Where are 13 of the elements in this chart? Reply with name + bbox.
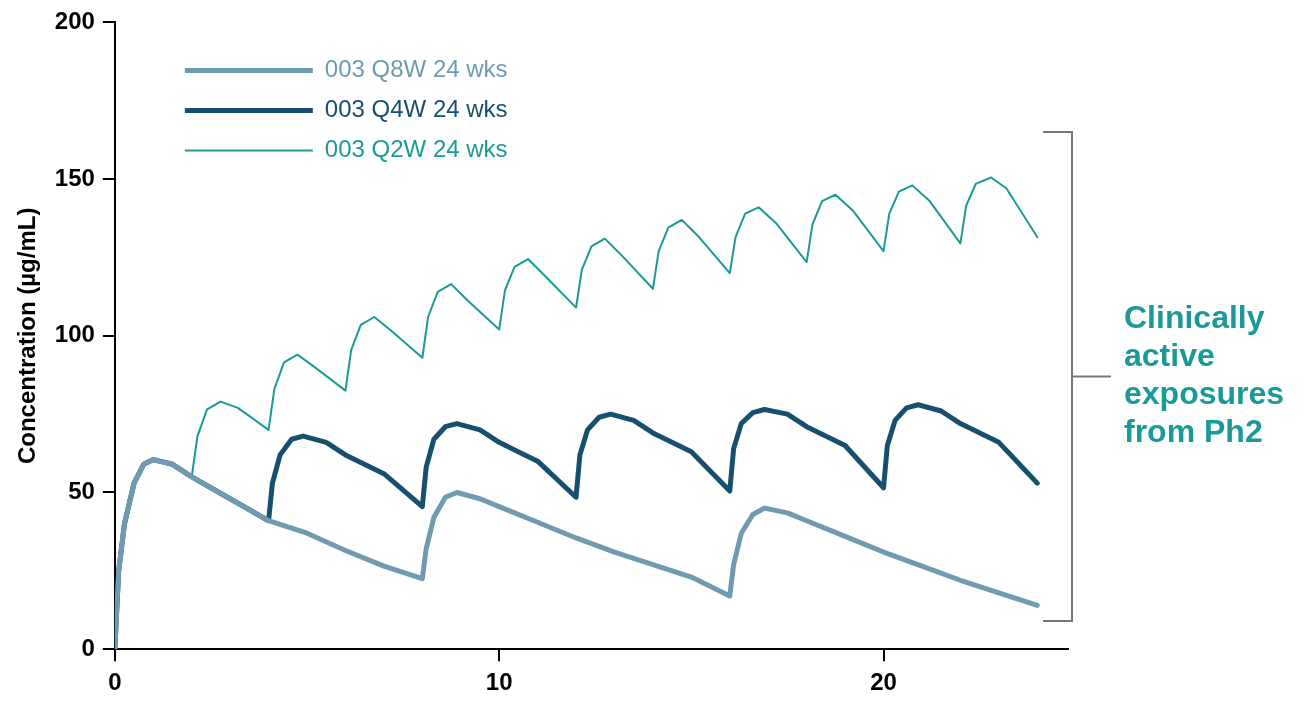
text: Clinically active exposures from Ph2 [1124,299,1285,450]
y-axis-title: Concentration (µg/mL) [13,207,41,465]
text: 003 Q4W 24 wks [324,95,508,123]
y-tick-label: 100 [54,320,95,348]
x-tick-label: 20 [870,668,897,696]
y-tick-label: 0 [81,633,95,661]
text: 003 Q8W 24 wks [324,55,508,83]
y-tick-label: 50 [68,477,95,505]
y-tick-label: 150 [54,163,95,191]
x-tick-label: 10 [485,668,513,696]
text: 003 Q2W 24 wks [324,135,508,163]
x-tick-label: 0 [108,668,122,696]
y-tick-label: 200 [54,7,95,35]
